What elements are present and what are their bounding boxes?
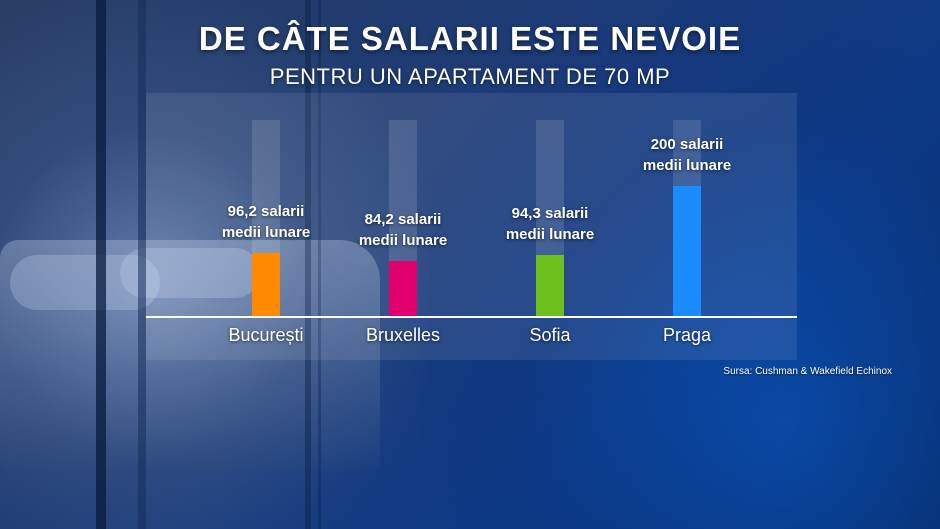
background-pillow	[10, 255, 160, 310]
bar-value-label: 200 salarii medii lunare	[617, 134, 757, 176]
bar-value-label-line: 84,2 salarii	[364, 211, 442, 229]
source-note: Sursa: Cushman & Wakefield Echinox	[723, 366, 892, 377]
bar-value-label-line: 96,2 salarii	[227, 203, 305, 221]
bar-2	[536, 254, 564, 316]
bar-value-label: 96,2 salarii medii lunare	[196, 201, 336, 243]
background-stripe	[305, 0, 311, 529]
bar-value-label-line: 200 salarii	[650, 136, 724, 153]
bar-0	[252, 253, 280, 316]
bar-value-label-line: medii lunare	[642, 157, 732, 174]
background-bedroom-glow	[0, 0, 430, 529]
chart-subtitle: PENTRU UN APARTAMENT DE 70 MP	[269, 64, 671, 89]
bar-value-label-line: 94,3 salarii	[511, 204, 589, 222]
bar-value-label-line: medii lunare	[221, 224, 311, 242]
bar-value-label-line: medii lunare	[505, 225, 595, 243]
background-stripe	[138, 0, 146, 529]
background-bed	[0, 240, 380, 470]
category-label: București	[228, 325, 304, 345]
bar-value-label: 84,2 salarii medii lunare	[333, 209, 473, 251]
bar-3	[673, 186, 701, 316]
chart-title: DE CÂTE SALARII ESTE NEVOIE	[198, 20, 742, 57]
category-label: Praga	[662, 325, 712, 345]
category-label: Sofia	[529, 325, 571, 345]
background-stripe	[96, 0, 106, 529]
bar-value-label: 94,3 salarii medii lunare	[480, 203, 620, 245]
background-stripe	[318, 0, 321, 529]
chart-baseline	[146, 316, 797, 318]
category-label: Bruxelles	[365, 325, 441, 345]
bar-value-label-line: medii lunare	[358, 232, 448, 250]
bar-1	[389, 261, 417, 316]
